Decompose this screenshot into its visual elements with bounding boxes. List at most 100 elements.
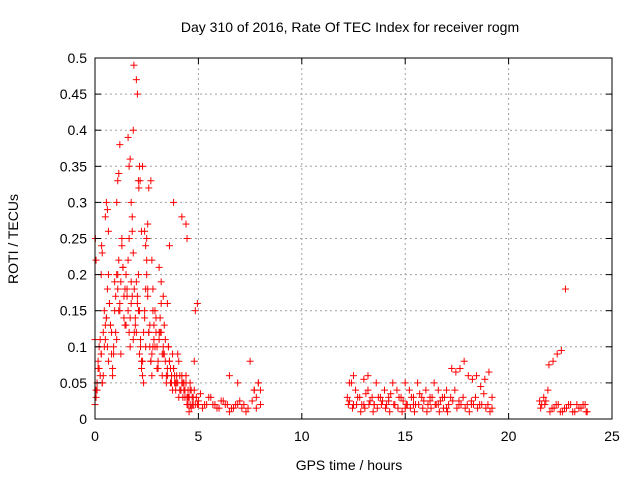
data-point <box>111 278 119 286</box>
data-point <box>178 372 186 380</box>
data-point <box>567 401 575 409</box>
data-point <box>175 357 183 365</box>
data-point <box>362 390 370 398</box>
data-point <box>182 220 190 228</box>
data-point <box>128 227 136 235</box>
data-point <box>173 379 181 387</box>
data-point <box>374 393 382 401</box>
data-point <box>102 314 110 322</box>
data-point <box>116 299 124 307</box>
data-point <box>394 404 402 412</box>
data-point <box>537 404 545 412</box>
data-point <box>125 235 133 242</box>
data-point <box>459 393 467 401</box>
data-point <box>246 357 254 365</box>
data-point <box>234 401 242 409</box>
data-point <box>477 383 485 391</box>
data-point <box>100 343 108 351</box>
data-point <box>144 292 152 300</box>
data-point <box>252 404 260 412</box>
data-point <box>148 256 156 264</box>
data-point <box>201 401 209 409</box>
data-point <box>98 242 106 250</box>
data-point <box>427 404 435 412</box>
data-point <box>169 386 177 394</box>
data-point <box>104 271 112 279</box>
data-point <box>156 328 164 336</box>
y-tick-label: 0.35 <box>60 158 87 174</box>
data-point <box>242 408 250 416</box>
data-point <box>129 336 137 344</box>
data-point <box>141 227 149 235</box>
data-point <box>426 397 434 405</box>
data-point <box>409 401 417 409</box>
data-point <box>348 404 356 412</box>
data-point <box>185 393 193 401</box>
x-tick-label: 15 <box>397 428 413 444</box>
plot-frame <box>94 57 613 420</box>
data-point <box>100 307 108 315</box>
data-point <box>369 408 377 416</box>
x-axis-title: GPS time / hours <box>296 457 403 473</box>
data-point <box>126 343 134 351</box>
data-point <box>354 393 362 401</box>
data-point <box>187 404 195 412</box>
data-point <box>143 235 151 242</box>
data-point <box>373 404 381 412</box>
data-point <box>452 368 460 376</box>
data-point <box>451 386 459 394</box>
data-point <box>461 404 469 412</box>
data-point <box>542 397 550 405</box>
x-tick-label: 20 <box>501 428 517 444</box>
data-point <box>102 198 110 206</box>
data-point <box>127 299 135 307</box>
axis-ticks: 0 5 10 15 20 25 0 0.05 0.1 0.15 0.2 0.25 0.3 0.35 0.4 0… <box>60 50 620 444</box>
data-point <box>368 393 376 401</box>
data-point <box>158 372 166 380</box>
data-point <box>234 379 242 387</box>
data-point <box>344 401 352 409</box>
data-point <box>113 198 121 206</box>
grid-lines <box>95 58 612 419</box>
data-point <box>101 213 109 221</box>
data-point <box>478 401 486 409</box>
data-point <box>465 408 473 416</box>
data-point <box>256 401 264 409</box>
x-tick-label: 25 <box>604 428 620 444</box>
data-point <box>97 350 105 358</box>
data-point <box>563 404 571 412</box>
data-point <box>464 372 472 380</box>
data-point <box>250 386 258 394</box>
data-point <box>571 408 579 416</box>
data-point <box>132 278 140 286</box>
data-point <box>124 133 132 141</box>
data-point <box>170 198 178 206</box>
data-point <box>393 386 401 394</box>
data-point <box>131 321 139 329</box>
data-point <box>120 292 128 300</box>
data-point <box>381 386 389 394</box>
y-axis-title: ROTI / TECUs <box>5 194 21 284</box>
data-point <box>94 364 102 372</box>
data-point <box>238 404 246 412</box>
data-point <box>127 198 135 206</box>
data-point <box>149 307 157 315</box>
y-tick-label: 0.45 <box>60 86 87 102</box>
data-point <box>141 307 149 315</box>
data-point <box>177 386 185 394</box>
data-point <box>160 321 168 329</box>
data-point <box>357 408 365 416</box>
data-point <box>480 390 488 398</box>
data-point <box>159 292 167 300</box>
data-point <box>419 404 427 412</box>
data-point <box>435 408 443 416</box>
data-point <box>179 379 187 387</box>
data-point <box>553 350 561 358</box>
data-point <box>485 368 493 376</box>
data-point <box>541 401 549 409</box>
data-point <box>364 386 372 394</box>
y-tick-label: 0.05 <box>60 375 87 391</box>
data-point <box>122 271 130 279</box>
data-point <box>132 76 140 84</box>
data-point <box>387 390 395 398</box>
